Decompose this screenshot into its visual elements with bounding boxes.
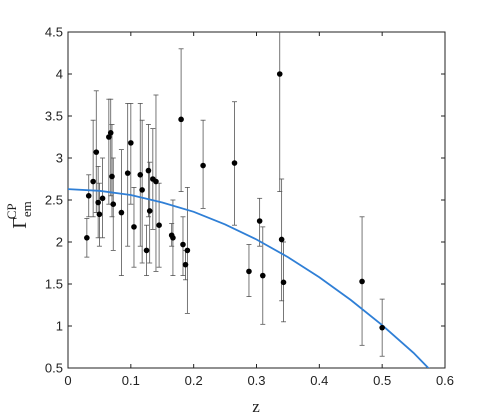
y-tick-label: 0.5 <box>45 361 63 376</box>
data-point <box>259 272 266 279</box>
data-point <box>99 195 106 202</box>
y-tick-label: 3 <box>56 151 63 166</box>
x-tick-label: 0.4 <box>310 373 328 388</box>
error-bar <box>90 119 96 218</box>
plot-area <box>67 31 446 369</box>
data-point <box>231 160 238 166</box>
data-point <box>200 162 206 169</box>
error-bar <box>108 98 114 197</box>
y-axis-label: ΓemCP <box>4 201 34 228</box>
data-point <box>84 235 90 241</box>
axis-ticks: 0 0.1 0.2 0.3 0.4 0.5 0.6 0.5 1 1.5 2 2.5 3 3.5 4 4.5 <box>45 25 454 389</box>
y-tick-label: 1 <box>56 319 63 334</box>
data-point <box>128 140 134 146</box>
data-point <box>359 278 365 285</box>
data-point <box>180 241 186 248</box>
data-point <box>379 324 385 331</box>
data-points <box>84 71 385 331</box>
y-tick-label: 3.5 <box>45 109 63 124</box>
y-axis-label-sub: em <box>19 201 34 217</box>
data-point <box>256 218 263 224</box>
x-tick-label: 0.6 <box>436 373 454 388</box>
data-point <box>110 201 117 207</box>
data-point <box>137 172 144 178</box>
y-axis-label-base: Γ <box>9 217 31 229</box>
x-tick-label: 0.5 <box>373 373 391 388</box>
error-bar <box>277 32 283 193</box>
data-point <box>182 261 189 268</box>
x-axis-label: z <box>252 397 260 416</box>
x-tick-label: 0.1 <box>122 373 140 388</box>
fit-curve <box>68 188 430 368</box>
data-point <box>131 224 137 230</box>
data-point <box>178 116 184 123</box>
data-point <box>276 71 283 77</box>
data-point <box>153 178 159 185</box>
y-tick-label: 2.5 <box>45 193 63 208</box>
data-point <box>93 149 100 155</box>
y-axis-label-sup: CP <box>4 203 19 219</box>
y-tick-label: 1.5 <box>45 277 63 292</box>
data-point <box>85 193 92 199</box>
x-tick-label: 0 <box>64 373 71 388</box>
y-tick-label: 4 <box>56 67 63 82</box>
data-point <box>90 178 96 185</box>
data-point <box>246 268 252 275</box>
plot-frame <box>67 31 446 369</box>
data-point <box>118 209 125 216</box>
data-point <box>145 167 152 174</box>
data-point <box>184 247 191 254</box>
data-point <box>124 170 131 176</box>
data-point <box>170 235 176 241</box>
data-point <box>143 247 150 254</box>
error-bar <box>109 124 115 218</box>
data-point <box>280 279 287 286</box>
fit-line <box>68 188 430 368</box>
x-tick-label: 0.2 <box>185 373 203 388</box>
data-point <box>107 130 114 136</box>
y-tick-label: 2 <box>56 235 63 250</box>
data-point <box>146 208 153 214</box>
data-point <box>156 222 162 228</box>
y-tick-label: 4.5 <box>45 25 63 40</box>
data-point <box>278 236 285 243</box>
data-point <box>109 173 115 180</box>
data-point <box>95 199 101 206</box>
data-point <box>106 134 112 140</box>
error-bar <box>128 103 134 205</box>
x-tick-label: 0.3 <box>247 373 265 388</box>
data-point <box>96 211 103 218</box>
data-point <box>139 187 145 193</box>
